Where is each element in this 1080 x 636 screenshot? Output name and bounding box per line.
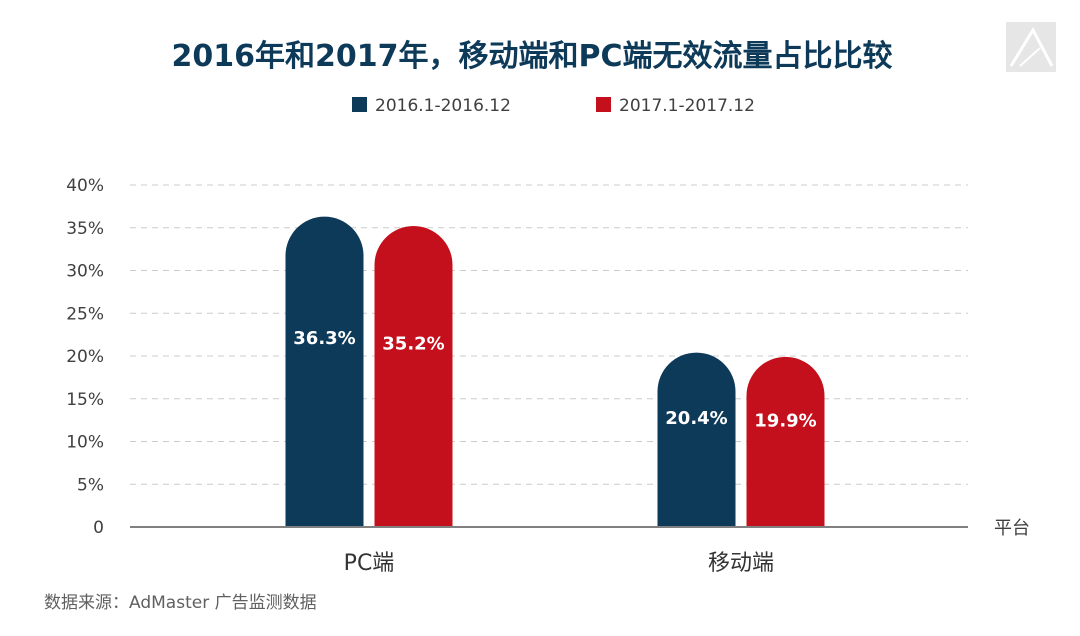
triangle-logo-icon xyxy=(1006,22,1056,72)
x-axis-label: 平台 xyxy=(994,518,1030,539)
bar-value-label: 35.2% xyxy=(382,333,444,354)
bar-value-label: 19.9% xyxy=(754,411,816,432)
x-category-label: 移动端 xyxy=(708,551,774,576)
chart-title: 2016年和2017年，移动端和PC端无效流量占比比较 xyxy=(172,39,893,74)
y-tick-label: 40% xyxy=(66,176,104,196)
y-tick-label: 20% xyxy=(66,347,104,367)
bar-value-labels: 36.3% 35.2% 20.4% 19.9% xyxy=(293,328,816,432)
bar-value-label: 36.3% xyxy=(293,328,355,349)
legend-label: 2017.1-2017.12 xyxy=(619,96,755,116)
y-tick-label: 10% xyxy=(66,433,104,453)
bar xyxy=(746,356,825,527)
legend-swatch xyxy=(596,97,611,112)
y-tick-label: 35% xyxy=(66,219,104,239)
gridlines xyxy=(130,184,968,485)
y-tick-label: 25% xyxy=(66,304,104,324)
y-tick-label: 15% xyxy=(66,390,104,410)
legend-label: 2016.1-2016.12 xyxy=(375,96,511,116)
x-category-label: PC端 xyxy=(344,551,395,576)
legend: 2016.1-2016.12 2017.1-2017.12 xyxy=(352,96,755,116)
bar-value-label: 20.4% xyxy=(665,408,727,429)
y-tick-label: 0 xyxy=(93,518,104,538)
bar xyxy=(285,216,364,527)
x-axis-categories: PC端 移动端 xyxy=(344,551,774,576)
y-tick-label: 5% xyxy=(77,475,104,495)
bar xyxy=(657,352,736,527)
y-tick-label: 30% xyxy=(66,262,104,282)
y-axis-ticks: 0 5% 10% 15% 20% 25% 30% 35% 40% xyxy=(66,176,104,538)
bars xyxy=(285,216,825,527)
legend-swatch xyxy=(352,97,367,112)
source-note: 数据来源：AdMaster 广告监测数据 xyxy=(44,593,317,613)
bar xyxy=(374,226,453,527)
